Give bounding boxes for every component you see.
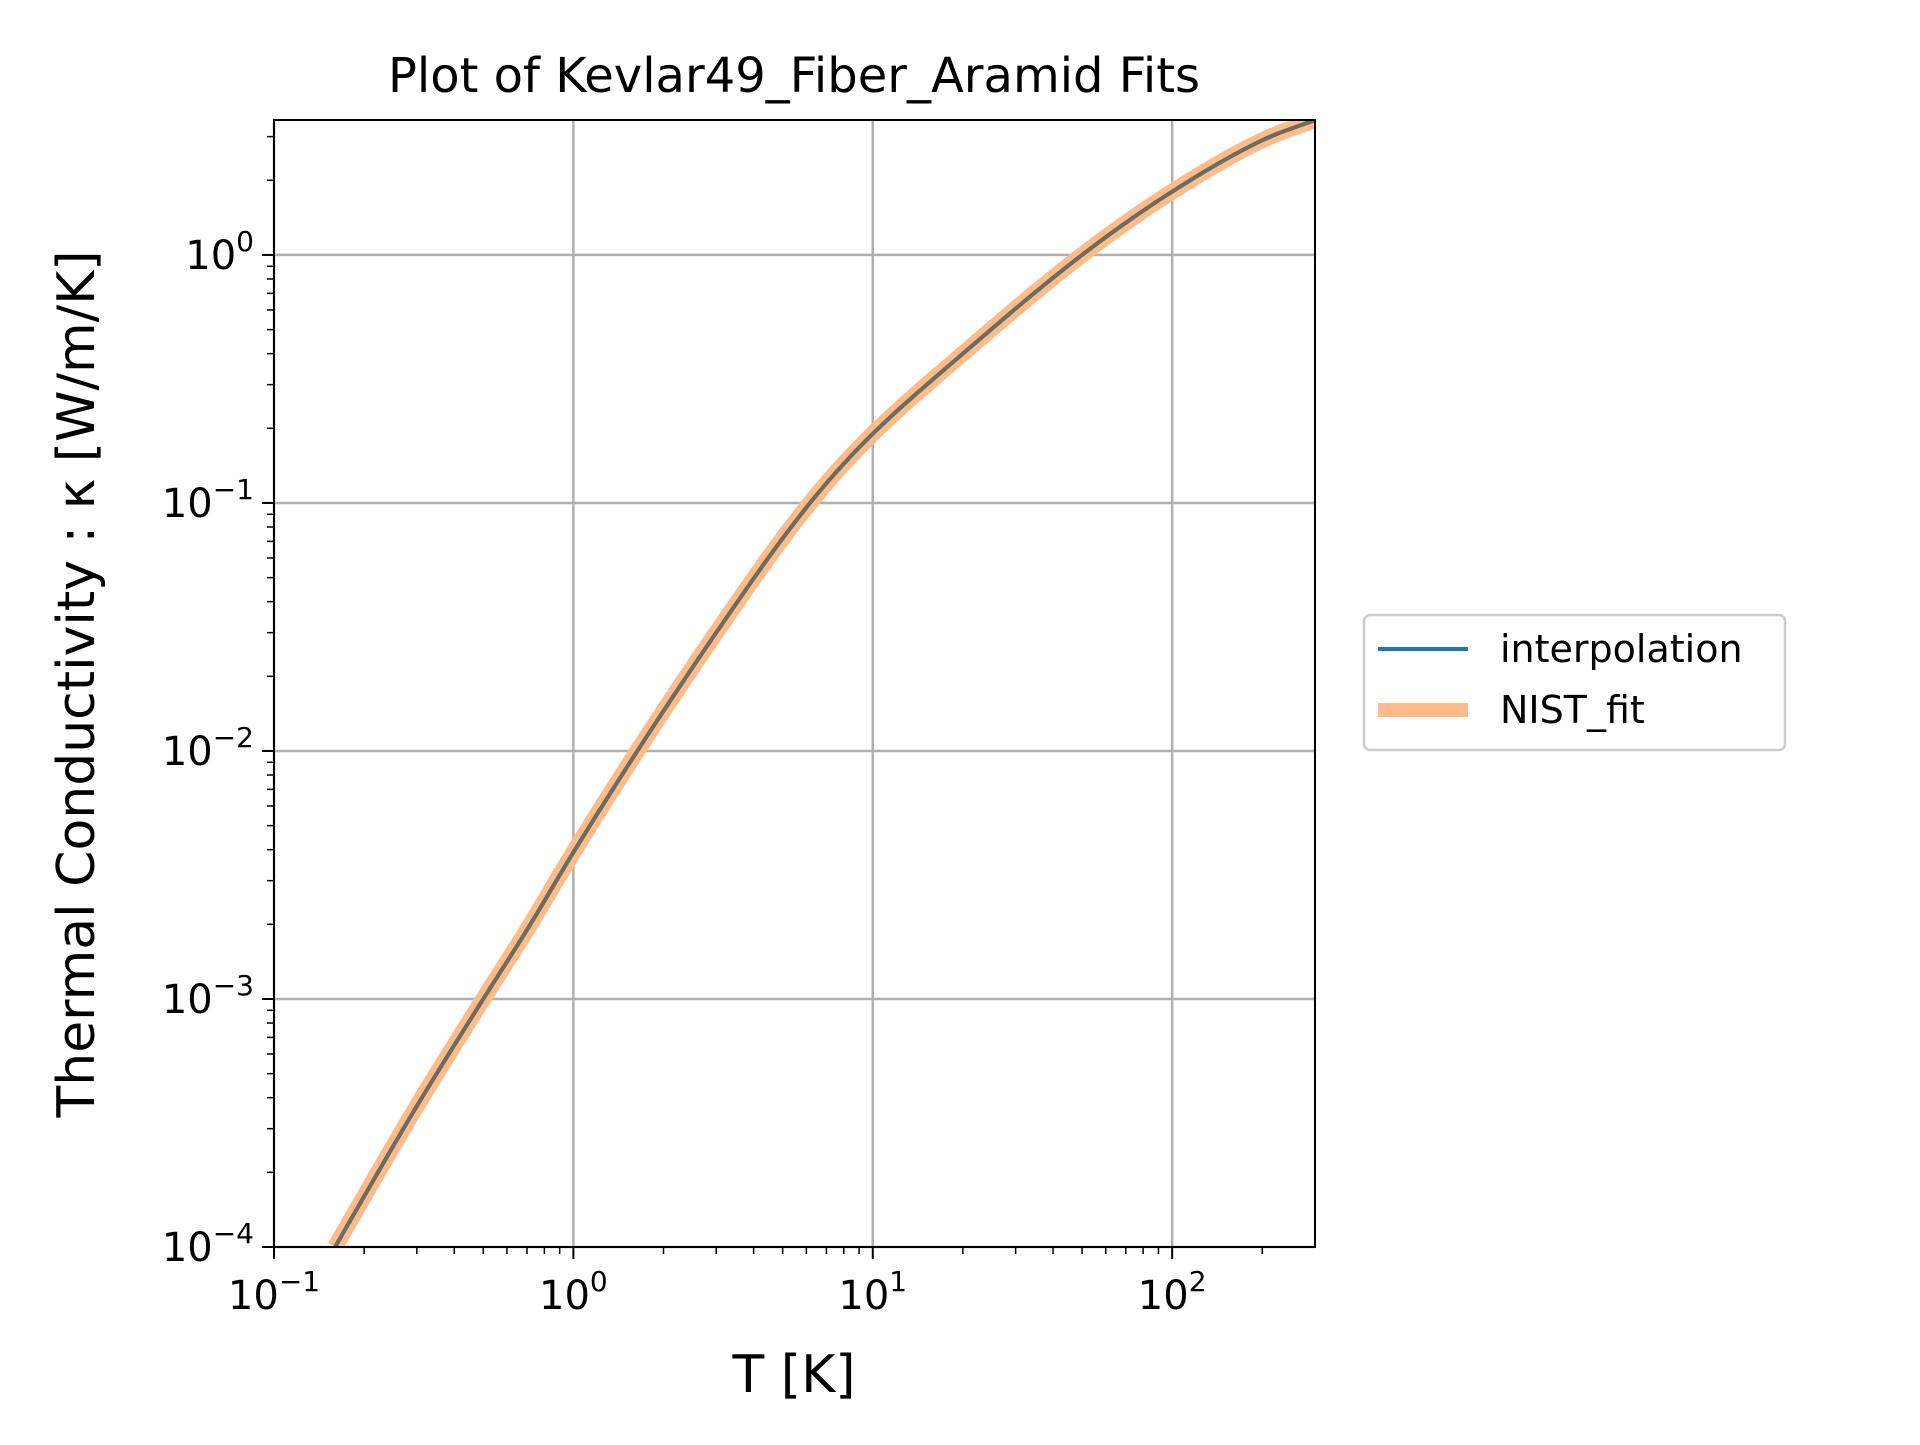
y-tick-label-base: 10 <box>162 729 213 775</box>
y-tick-label-exponent: 0 <box>236 225 254 258</box>
x-tick-label: 102 <box>1138 1265 1207 1319</box>
x-axis-label: T [K] <box>732 1345 856 1405</box>
series-line-overlap <box>333 120 1315 1247</box>
y-tick-label-exponent: −2 <box>213 721 254 754</box>
x-tick-label-base: 10 <box>539 1273 590 1319</box>
x-tick-label: 10−1 <box>228 1265 320 1319</box>
x-tick-label-exponent: 2 <box>1189 1265 1207 1298</box>
major-ticks <box>262 253 1174 1259</box>
x-tick-label-exponent: 1 <box>889 1265 907 1298</box>
x-tick-label: 101 <box>838 1265 907 1319</box>
y-tick-label-base: 10 <box>162 481 213 527</box>
y-tick-label-exponent: −1 <box>213 473 254 506</box>
minor-ticks <box>267 135 1264 1254</box>
x-tick-label-exponent: 0 <box>590 1265 608 1298</box>
y-tick-label-base: 10 <box>162 1225 213 1271</box>
y-tick-label: 10−2 <box>162 721 254 775</box>
y-tick-label: 10−4 <box>162 1217 254 1271</box>
y-tick-label-base: 10 <box>185 233 236 279</box>
legend: interpolation NIST_fit <box>1362 613 1787 752</box>
y-tick-label: 100 <box>185 225 254 279</box>
y-tick-label: 10−3 <box>162 969 254 1023</box>
chart-title: Plot of Kevlar49_Fiber_Aramid Fits <box>388 48 1200 104</box>
legend-label-nist-fit: NIST_fit <box>1500 688 1645 732</box>
x-tick-label-base: 10 <box>228 1273 279 1319</box>
series-lines <box>328 120 1315 1247</box>
y-tick-label-exponent: −3 <box>213 969 254 1002</box>
y-tick-label-base: 10 <box>162 977 213 1023</box>
plot-frame <box>273 119 1316 1248</box>
y-tick-label: 10−1 <box>162 473 254 527</box>
legend-label-interpolation: interpolation <box>1500 627 1743 671</box>
y-tick-label-exponent: −4 <box>213 1217 254 1250</box>
x-tick-label-base: 10 <box>838 1273 889 1319</box>
x-tick-label-exponent: −1 <box>279 1265 320 1298</box>
x-tick-label: 100 <box>539 1265 608 1319</box>
x-tick-label-base: 10 <box>1138 1273 1189 1319</box>
legend-box <box>1362 613 1787 752</box>
y-axis-label: Thermal Conductivity : κ [W/m/K] <box>47 250 107 1118</box>
